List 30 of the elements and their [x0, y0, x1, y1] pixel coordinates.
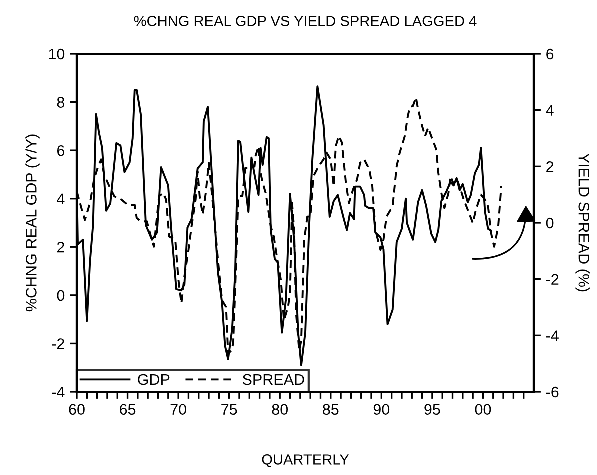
x-tick-label: 90	[374, 404, 390, 416]
y2-tick-label: -2	[546, 274, 559, 285]
x-tick-label: 80	[272, 404, 288, 416]
x-tick-label: 85	[323, 404, 339, 416]
y2-tick-label: 0	[546, 218, 554, 229]
y2-tick-label: 4	[546, 105, 554, 116]
x-tick-label: 75	[222, 404, 238, 416]
y-tick-label: 2	[57, 242, 64, 253]
y2-tick-label: -4	[546, 330, 559, 342]
x-tick-label: 65	[120, 404, 136, 416]
y2-tick-label: -6	[546, 386, 559, 398]
y-axis-title: %CHNG REAL GDP (Y/Y)	[26, 134, 40, 312]
x-tick-label: 70	[170, 404, 186, 416]
x-axis-title: QUARTERLY	[262, 454, 350, 468]
y2-axis-title: YIELD SPREAD (%)	[576, 154, 590, 292]
x-tick-label: 95	[424, 404, 440, 416]
y-tick-label: 0	[57, 290, 65, 302]
y-tick-label: -2	[52, 338, 64, 350]
y-tick-label: 6	[57, 145, 65, 156]
y2-tick-label: 6	[546, 48, 554, 60]
legend-label: SPREAD	[242, 374, 304, 386]
y2-tick-label: 2	[546, 162, 554, 172]
legend-label: GDP	[138, 374, 170, 386]
x-tick-label: 60	[69, 404, 85, 416]
y-tick-label: -4	[52, 387, 65, 398]
x-tick-label: 00	[475, 404, 492, 416]
y-tick-label: 10	[49, 48, 65, 60]
y-tick-label: 8	[57, 97, 65, 108]
chart-title: %CHNG REAL GDP VS YIELD SPREAD LAGGED 4	[134, 16, 477, 26]
y-tick-label: 4	[57, 194, 65, 204]
